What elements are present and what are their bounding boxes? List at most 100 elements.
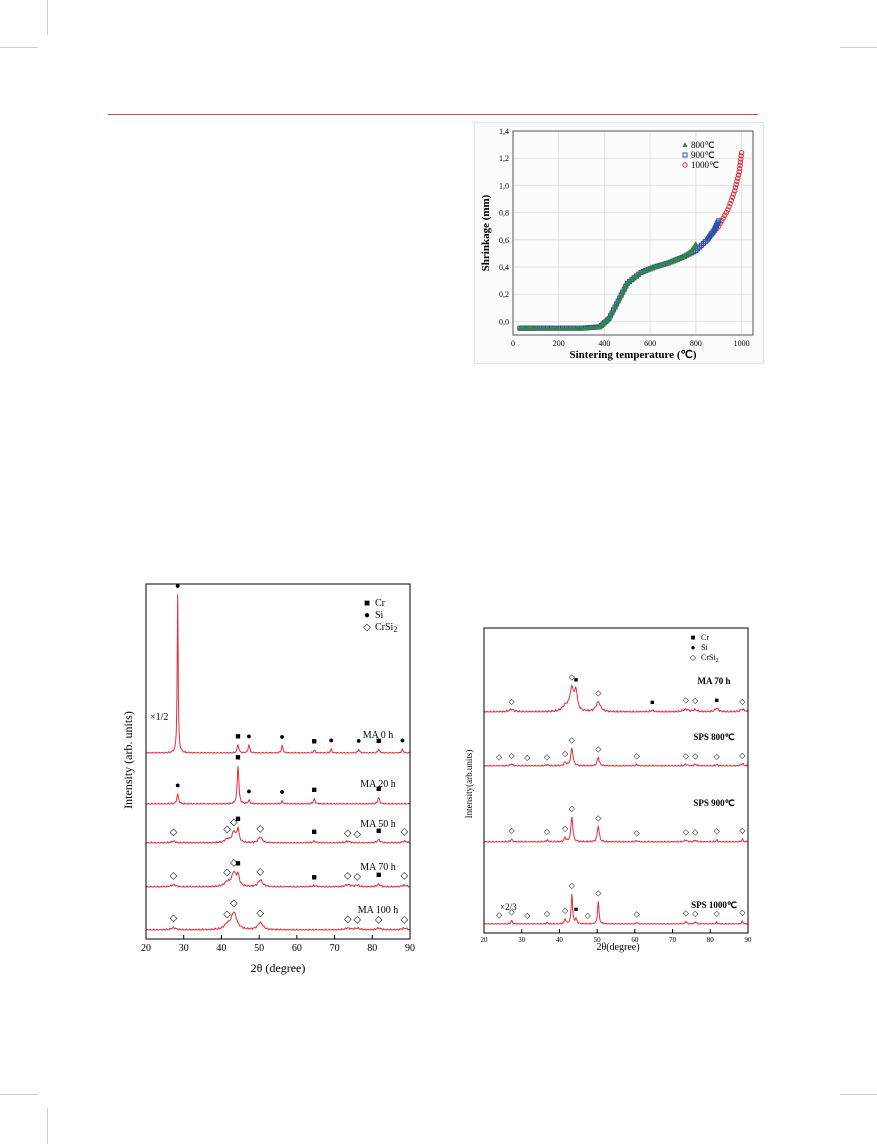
- x-tick-label: 30: [518, 936, 526, 944]
- data-point: [552, 325, 558, 331]
- phase-marker: ◇: [739, 826, 746, 835]
- phase-marker: ◇: [595, 888, 602, 897]
- phase-marker: ◇: [595, 813, 602, 822]
- scale-note: ×1/2: [150, 712, 168, 723]
- phase-marker: ■: [235, 858, 240, 868]
- y-tick-label: 1,4: [499, 127, 509, 136]
- x-tick-label: 70: [330, 943, 340, 954]
- phase-marker: ◇: [683, 908, 690, 917]
- phase-marker: ◇: [344, 871, 352, 882]
- data-point: [716, 218, 722, 224]
- phase-marker: ◇: [353, 915, 361, 926]
- phase-marker: ◇: [223, 867, 231, 878]
- data-point: [610, 307, 617, 312]
- phase-marker: ◇: [375, 915, 383, 926]
- x-tick-label: 20: [141, 943, 151, 954]
- phase-marker: ◇: [683, 827, 690, 836]
- phase-marker: ●: [279, 731, 284, 741]
- data-point: [736, 165, 743, 172]
- phase-marker: ■: [376, 825, 381, 835]
- data-point: [567, 325, 573, 331]
- phase-marker: ◇: [508, 908, 515, 917]
- phase-marker: ■: [650, 699, 654, 707]
- phase-marker: ◇: [562, 824, 569, 833]
- data-point: [615, 298, 621, 303]
- x-tick-label: 400: [598, 339, 610, 348]
- phase-marker: ■: [235, 752, 240, 762]
- phase-marker: ■: [311, 785, 316, 795]
- data-point: [614, 301, 620, 306]
- crop-mark: [47, 0, 48, 35]
- legend-label: 900℃: [691, 150, 715, 160]
- x-tick-label: 60: [631, 936, 639, 944]
- data-point: [737, 162, 743, 169]
- phase-marker: ◇: [714, 909, 721, 918]
- phase-marker: ◇: [544, 909, 551, 918]
- data-point: [559, 325, 566, 331]
- phase-marker: ■: [235, 813, 240, 823]
- pattern-label: MA 50 h: [360, 819, 396, 830]
- data-point: [720, 215, 726, 221]
- x-tick-label: 0: [511, 339, 515, 348]
- phase-marker: ◇: [170, 871, 178, 882]
- pattern-label: MA 70 h: [360, 862, 396, 873]
- phase-marker: ◇: [170, 827, 178, 838]
- phase-marker: ◇: [223, 909, 231, 920]
- x-axis-label: 2θ (degree): [251, 961, 306, 975]
- scale-note: ×2/3: [500, 902, 517, 912]
- y-axis-label: Shrinkage (mm): [480, 194, 492, 271]
- legend-label: Cr: [375, 598, 386, 609]
- phase-marker: ■: [235, 731, 240, 741]
- y-tick-label: 1,0: [499, 181, 509, 190]
- data-point: [732, 184, 739, 191]
- data-point: [621, 286, 627, 292]
- phase-marker: ■: [574, 906, 578, 914]
- x-tick-label: 80: [367, 943, 377, 954]
- x-tick-label: 600: [644, 339, 656, 348]
- legend-symbol: ●: [364, 610, 370, 621]
- data-point: [544, 325, 550, 331]
- pattern-label: SPS 900℃: [693, 798, 734, 808]
- phase-marker: ◇: [400, 871, 408, 882]
- x-tick-label: 60: [292, 943, 302, 954]
- phase-marker: ◇: [739, 697, 746, 706]
- data-point: [636, 271, 642, 277]
- pattern-line: [483, 817, 749, 843]
- data-point: [624, 280, 630, 286]
- data-point: [736, 169, 742, 175]
- y-axis-label: Intensity (arb. units): [121, 711, 135, 809]
- pattern-line: [146, 594, 411, 754]
- phase-marker: ◇: [230, 817, 238, 828]
- data-point: [612, 304, 618, 309]
- data-point: [563, 325, 569, 331]
- y-tick-label: 1,2: [499, 154, 509, 163]
- shrinkage-chart: 0,0 0,2 0,4 0,6 0,8 1,0 1,2 1,4 0 200 400 600 800 10…: [474, 122, 764, 364]
- x-tick-label: 90: [745, 936, 753, 944]
- x-tick-label: 50: [594, 936, 602, 944]
- y-tick-label: 0,2: [499, 290, 509, 299]
- phase-marker: ◇: [634, 751, 641, 760]
- x-tick-label: 200: [553, 339, 565, 348]
- phase-marker: ◇: [353, 829, 361, 840]
- data-point: [682, 152, 688, 158]
- phase-marker: ◇: [508, 751, 515, 760]
- phase-marker: ◇: [256, 908, 264, 919]
- y-tick-label: 0,6: [499, 236, 509, 245]
- legend-label: Cr: [701, 633, 709, 642]
- phase-marker: ◇: [562, 906, 569, 915]
- pattern-label: MA 70 h: [697, 676, 730, 686]
- data-point: [575, 325, 581, 331]
- pattern-line: [145, 825, 411, 844]
- x-tick-label: 30: [179, 943, 189, 954]
- phase-marker: ◇: [223, 824, 231, 835]
- x-tick-label: 40: [216, 943, 226, 954]
- x-tick-label: 20: [481, 936, 489, 944]
- phase-marker: ◇: [634, 828, 641, 837]
- x-tick-label: 800: [690, 339, 702, 348]
- phase-marker: ◇: [256, 866, 264, 877]
- pattern-line: [145, 765, 410, 805]
- data-point: [548, 325, 554, 331]
- data-point: [571, 325, 577, 331]
- phase-marker: ◇: [714, 827, 721, 836]
- phase-marker: ◇: [569, 881, 576, 890]
